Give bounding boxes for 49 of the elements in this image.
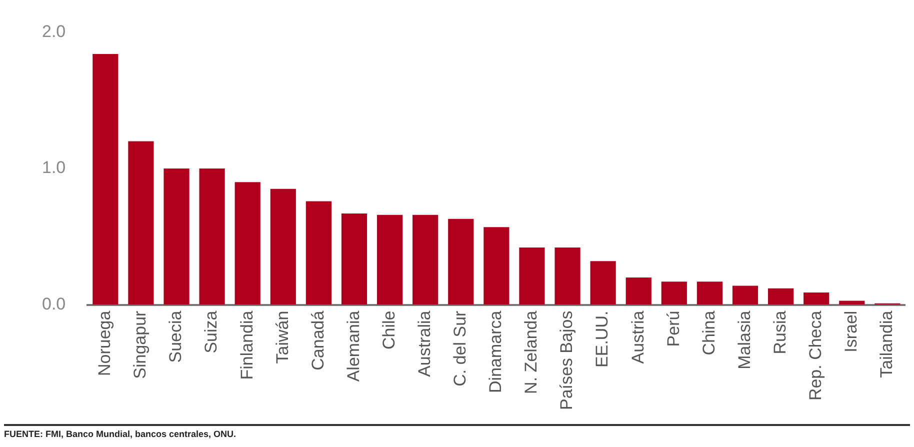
bar xyxy=(626,278,652,305)
bar xyxy=(839,300,865,305)
bar xyxy=(164,168,190,305)
x-tick-label: Taiwán xyxy=(272,310,292,364)
bar xyxy=(199,168,225,305)
bar xyxy=(661,282,687,305)
bar xyxy=(128,141,154,305)
x-tick-label: Malasia xyxy=(734,310,754,370)
x-tick-label: Países Bajos xyxy=(557,310,576,410)
x-tick-label: Austria xyxy=(628,310,648,364)
bar xyxy=(732,286,758,305)
bar xyxy=(554,248,580,305)
bar xyxy=(412,214,438,305)
y-tick-label: 0.0 xyxy=(42,294,66,314)
bar xyxy=(590,261,616,305)
bar xyxy=(448,218,474,305)
bar xyxy=(270,188,296,305)
x-tick-label: Alemania xyxy=(344,310,363,382)
x-tick-label: Perú xyxy=(664,310,683,347)
bar xyxy=(341,213,368,305)
source-note: FUENTE: FMI, Banco Mundial, bancos centrales, ONU. xyxy=(4,429,238,439)
bar xyxy=(306,201,332,305)
bar xyxy=(804,292,830,305)
x-tick-label: Rusia xyxy=(770,310,790,354)
x-tick-label: Australia xyxy=(415,310,434,377)
x-tick-label: Canadá xyxy=(308,310,328,370)
x-tick-label: Suiza xyxy=(202,310,221,354)
bar xyxy=(376,214,403,305)
x-tick-label: Tailandia xyxy=(877,310,896,378)
x-tick-label: Finlandia xyxy=(237,310,256,380)
x-tick-label: Suecia xyxy=(166,310,186,363)
x-tick-label: Singapur xyxy=(130,310,150,379)
x-tick-label: China xyxy=(699,310,718,356)
bar xyxy=(696,282,722,305)
x-tick-label: Rep. Checa xyxy=(806,310,826,401)
x-tick-label: Israel xyxy=(842,310,861,352)
x-tick-label: Dinamarca xyxy=(486,310,506,393)
x-tick-label: Chile xyxy=(379,310,398,350)
x-tick-label: Noruega xyxy=(95,310,114,376)
x-tick-label: C. del Sur xyxy=(450,310,470,386)
bar xyxy=(484,227,510,305)
bar xyxy=(519,248,545,305)
y-tick-label: 2.0 xyxy=(42,22,66,41)
x-tick-label: EE.UU. xyxy=(592,310,612,368)
y-tick-label: 1.0 xyxy=(42,158,66,178)
bar xyxy=(768,288,794,305)
x-tick-label: N. Zelanda xyxy=(522,310,541,394)
bar xyxy=(92,54,118,305)
bar xyxy=(234,182,260,305)
